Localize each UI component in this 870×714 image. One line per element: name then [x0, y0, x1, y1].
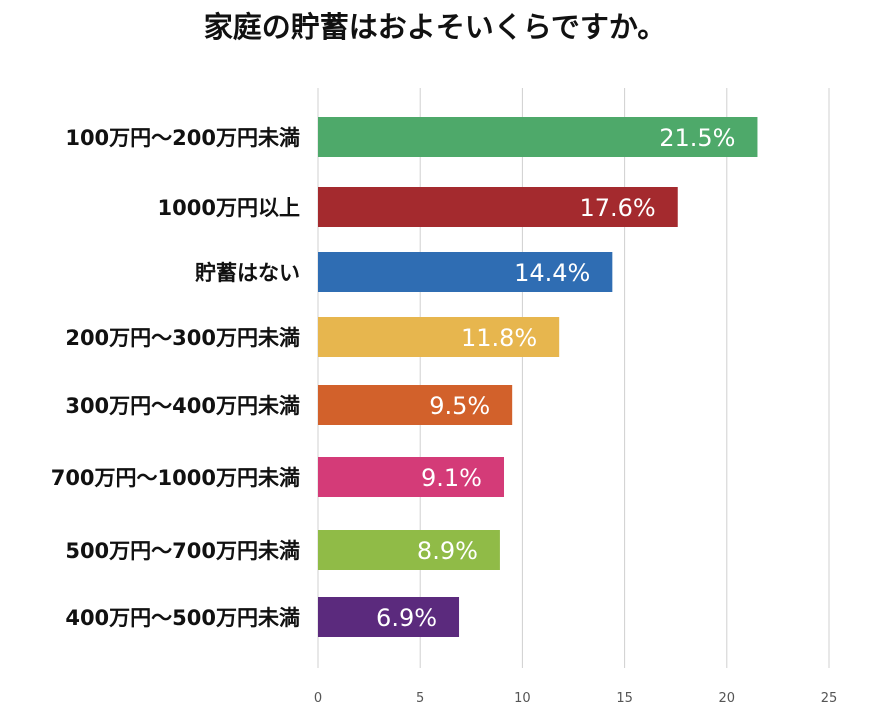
x-tick-label: 15: [616, 691, 633, 706]
x-tick-label: 20: [719, 691, 736, 706]
data-label: 9.1%: [421, 464, 482, 492]
category-label: 100万円〜200万円未満: [65, 126, 300, 150]
data-label: 14.4%: [514, 259, 590, 287]
category-label: 1000万円以上: [158, 196, 300, 220]
chart-title: 家庭の貯蓄はおよそいくらですか。: [203, 10, 667, 44]
category-label: 400万円〜500万円未満: [65, 606, 300, 630]
x-tick-label: 10: [514, 691, 531, 706]
bar: [318, 252, 613, 292]
bar: [318, 187, 678, 227]
category-label: 300万円〜400万円未満: [65, 394, 300, 418]
data-label: 21.5%: [659, 124, 735, 152]
data-label: 6.9%: [376, 604, 437, 632]
category-label: 500万円〜700万円未満: [65, 539, 300, 563]
category-label: 700万円〜1000万円未満: [51, 466, 300, 490]
bar: [318, 597, 460, 637]
data-label: 11.8%: [461, 324, 537, 352]
bar: [318, 117, 758, 157]
bar: [318, 385, 513, 425]
data-label: 8.9%: [417, 537, 478, 565]
x-tick-label: 0: [314, 691, 322, 706]
category-label: 貯蓄はない: [195, 261, 300, 285]
bar: [318, 530, 500, 570]
category-label: 200万円〜300万円未満: [65, 326, 300, 350]
data-label: 17.6%: [579, 194, 655, 222]
data-label: 9.5%: [429, 392, 490, 420]
bar: [318, 317, 560, 357]
x-tick-label: 25: [821, 691, 838, 706]
bar: [318, 457, 505, 497]
x-tick-label: 5: [416, 691, 424, 706]
